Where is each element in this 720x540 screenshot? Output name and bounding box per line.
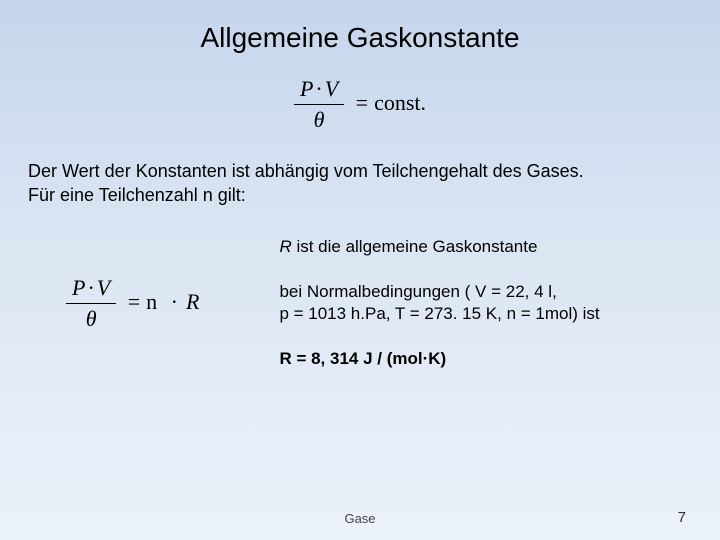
- explanation-block: R ist die allgemeine Gaskonstante bei No…: [239, 236, 692, 372]
- para-line-1: Der Wert der Konstanten ist abhängig vom…: [28, 161, 584, 181]
- denominator-2: θ: [66, 304, 116, 332]
- var-R: R: [186, 289, 199, 314]
- intro-paragraph: Der Wert der Konstanten ist abhängig vom…: [28, 159, 692, 208]
- fraction-1: P·V θ: [294, 76, 344, 133]
- dot-op-2: ·: [85, 275, 96, 300]
- page-title: Allgemeine Gaskonstante: [28, 22, 692, 54]
- const-text: const.: [374, 90, 426, 115]
- normal-conditions: bei Normalbedingungen ( V = 22, 4 l, p =…: [279, 281, 692, 327]
- r-definition-text: ist die allgemeine Gaskonstante: [292, 237, 538, 256]
- dot-op-3: ·: [163, 289, 186, 314]
- formula-pv-theta-const: P·V θ =const.: [28, 76, 692, 133]
- slide: Allgemeine Gaskonstante P·V θ =const. De…: [0, 0, 720, 540]
- equals-2: =: [122, 289, 146, 314]
- para-line-2: Für eine Teilchenzahl n gilt:: [28, 185, 246, 205]
- var-P-2: P: [72, 275, 85, 300]
- normal-conditions-line-2: p = 1013 h.Pa, T = 273. 15 K, n = 1mol) …: [279, 304, 599, 323]
- equals-1: =: [350, 90, 374, 115]
- var-R-italic: R: [279, 237, 291, 256]
- formula-and-explanation-row: P·V θ =n ·R R ist die allgemeine Gaskons…: [28, 236, 692, 372]
- r-definition: R ist die allgemeine Gaskonstante: [279, 236, 692, 259]
- numerator-2: P·V: [66, 275, 116, 304]
- denominator-1: θ: [294, 105, 344, 133]
- r-value: R = 8, 314 J / (mol·K): [279, 348, 692, 371]
- dot-op: ·: [313, 76, 324, 101]
- numerator-1: P·V: [294, 76, 344, 105]
- equation-2: P·V θ =n ·R: [66, 289, 199, 314]
- var-n: n: [146, 289, 157, 314]
- normal-conditions-line-1: bei Normalbedingungen ( V = 22, 4 l,: [279, 282, 556, 301]
- footer-label: Gase: [0, 511, 720, 526]
- var-V-2: V: [97, 275, 110, 300]
- equation-1: P·V θ =const.: [294, 90, 426, 115]
- page-number: 7: [678, 509, 686, 526]
- formula-pv-theta-nr: P·V θ =n ·R: [66, 275, 199, 332]
- var-P: P: [300, 76, 313, 101]
- var-V: V: [325, 76, 338, 101]
- fraction-2: P·V θ: [66, 275, 116, 332]
